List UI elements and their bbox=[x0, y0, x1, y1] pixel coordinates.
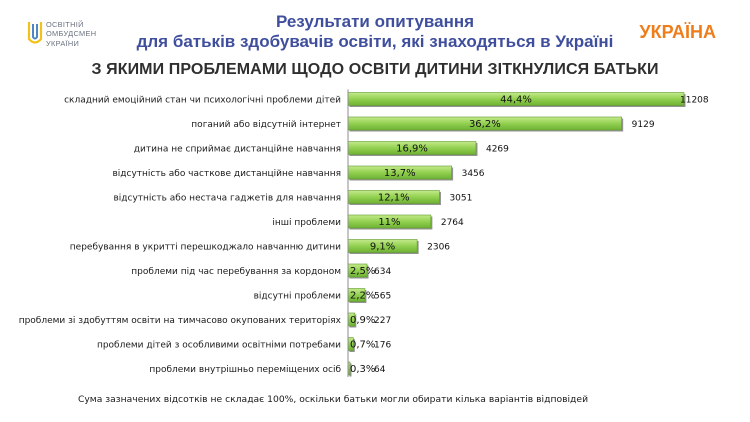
category-label: проблеми внутрішньо переміщених осіб bbox=[149, 365, 341, 375]
percent-label: 2,2% bbox=[350, 291, 375, 302]
value-label: 634 bbox=[374, 267, 391, 277]
percent-label: 0,7% bbox=[350, 340, 375, 351]
logo-line-3: УКРАЇНИ bbox=[46, 38, 80, 48]
category-label: дитина не сприймає дистанційне навчання bbox=[134, 144, 341, 154]
percent-label: 0,3% bbox=[350, 364, 375, 375]
percent-label: 12,1% bbox=[378, 193, 410, 204]
value-label: 3051 bbox=[449, 194, 472, 204]
percent-label: 13,7% bbox=[384, 168, 416, 179]
bar-chart: складний емоційний стан чи психологічні … bbox=[19, 89, 709, 377]
value-label: 4269 bbox=[486, 145, 509, 155]
category-label: проблеми під час перебування за кордоном bbox=[131, 267, 341, 277]
value-label: 227 bbox=[374, 316, 391, 326]
logo-line-2: ОМБУДСМЕН bbox=[46, 29, 97, 39]
title-line-2: для батьків здобувачів освіти, які знахо… bbox=[136, 32, 614, 51]
chart-title: З ЯКИМИ ПРОБЛЕМАМИ ЩОДО ОСВІТИ ДИТИНИ ЗІ… bbox=[91, 61, 659, 78]
title-line-1: Результати опитування bbox=[275, 12, 475, 31]
percent-label: 2,5% bbox=[350, 266, 375, 277]
percent-label: 9,1% bbox=[370, 242, 395, 253]
value-label: 2764 bbox=[441, 218, 464, 228]
logo-line-1: ОСВІТНІЙ bbox=[46, 20, 84, 29]
category-label: проблеми зі здобуттям освіти на тимчасов… bbox=[19, 316, 342, 326]
value-label: 9129 bbox=[632, 120, 655, 130]
value-label: 176 bbox=[374, 341, 391, 351]
category-label: відсутні проблеми bbox=[254, 291, 342, 301]
bar-shadow bbox=[349, 363, 352, 377]
percent-label: 11% bbox=[378, 217, 400, 228]
category-label: відсутність або нестача гаджетів для нав… bbox=[113, 193, 341, 203]
logo-emblem-icon bbox=[27, 22, 43, 44]
category-label: складний емоційний стан чи психологічні … bbox=[64, 95, 341, 105]
footnote: Сума зазначених відсотків не складає 100… bbox=[77, 394, 589, 405]
value-label: 2306 bbox=[427, 243, 450, 253]
category-label: інші проблеми bbox=[272, 218, 341, 228]
country-label: УКРАЇНА bbox=[639, 22, 716, 42]
category-label: перебування в укритті перешкоджало навча… bbox=[70, 242, 341, 252]
category-label: проблеми дітей з особливими освітніми по… bbox=[97, 340, 341, 350]
value-label: 565 bbox=[374, 292, 391, 302]
percent-label: 0,9% bbox=[350, 315, 375, 326]
value-label: 11208 bbox=[680, 96, 709, 106]
ombudsman-logo: ОСВІТНІЙ ОМБУДСМЕН УКРАЇНИ bbox=[26, 19, 146, 53]
percent-label: 16,9% bbox=[396, 144, 428, 155]
category-label: відсутність або часткове дистанційне нав… bbox=[112, 169, 341, 179]
value-label: 64 bbox=[374, 365, 386, 375]
page-title: Результати опитування для батьків здобув… bbox=[115, 12, 635, 52]
percent-label: 44,4% bbox=[500, 95, 532, 106]
category-label: поганий або відсутній інтернет bbox=[191, 120, 341, 130]
percent-label: 36,2% bbox=[469, 119, 501, 130]
value-label: 3456 bbox=[462, 169, 485, 179]
